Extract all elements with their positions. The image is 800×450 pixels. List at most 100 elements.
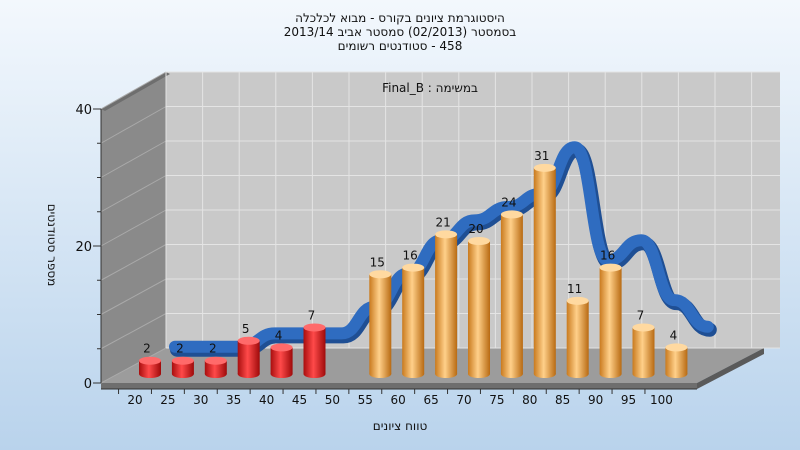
bar-value-label: 11	[567, 282, 582, 296]
bar-value-label: 20	[468, 222, 483, 236]
title-line-2: בסמסטר (02/2013) סמסטר אביב 2013/14	[284, 25, 516, 39]
bar-base	[237, 370, 260, 378]
y-axis: 0 20 40	[75, 103, 102, 392]
x-tick-label: 100	[650, 393, 673, 407]
bar-base	[533, 370, 556, 378]
bar-base	[139, 370, 161, 378]
x-tick-label: 65	[423, 393, 438, 407]
bar-body	[435, 234, 458, 374]
x-axis-label: טווח ציונים	[373, 419, 428, 433]
bar-value-label: 15	[370, 255, 385, 269]
bar-top	[171, 356, 194, 365]
side-wall-top-edge	[101, 72, 170, 111]
bar-body	[533, 167, 556, 374]
x-tick-label: 60	[391, 393, 406, 407]
chart-title: היסטוגרמת ציונים בקורס - מבוא לכלכלה בסמ…	[284, 11, 516, 53]
bar: 4	[665, 328, 688, 378]
x-tick-label: 30	[193, 393, 208, 407]
grid-side	[100, 244, 167, 281]
bar-body	[599, 267, 622, 374]
bar-top	[468, 237, 490, 245]
bar: 21	[435, 215, 458, 378]
bar-value-label: 24	[501, 195, 516, 209]
y-axis-label: מספר סטודנטים	[45, 204, 59, 287]
bar: 31	[533, 149, 556, 378]
bar-body	[237, 340, 260, 374]
bar-top	[566, 296, 589, 305]
bar-value-label: 7	[308, 308, 316, 322]
y-tick-label: 0	[84, 377, 92, 392]
bar-top	[369, 270, 392, 279]
chart-subtitle: במשימה : Final_B	[382, 81, 478, 95]
bar-base	[402, 370, 425, 378]
bar-value-label: 4	[670, 328, 678, 342]
x-tick-label: 95	[621, 393, 636, 407]
bar-base	[599, 370, 622, 378]
bar: 2	[204, 342, 227, 378]
bar-value-label: 16	[403, 249, 418, 263]
bar-top	[632, 323, 655, 332]
grid-side	[100, 313, 167, 350]
bar-value-label: 2	[143, 342, 151, 356]
bar-body	[303, 327, 326, 374]
bar-body	[500, 214, 523, 374]
bar-body	[665, 347, 688, 374]
bar-top	[665, 343, 688, 352]
bar-base	[665, 370, 688, 378]
bar: 15	[369, 255, 392, 378]
grid-side	[100, 175, 167, 213]
bar-top	[303, 323, 326, 332]
x-tick-label: 35	[226, 393, 241, 407]
x-tick-label: 50	[325, 393, 340, 407]
bar-value-label: 16	[600, 249, 615, 263]
x-tick-label: 40	[259, 393, 274, 407]
x-tick-label: 20	[127, 393, 142, 407]
bar-base	[468, 370, 490, 378]
bar-base	[303, 370, 326, 378]
floor	[101, 348, 764, 383]
floor-right-edge	[697, 348, 764, 389]
bar-top	[599, 263, 622, 272]
bars: 2 2 2 5 4 7 15 16 21 20 24 31 11 16 7 4	[139, 149, 688, 378]
grid-side	[100, 106, 167, 144]
bar-top	[500, 210, 523, 219]
bar-top	[204, 356, 227, 365]
grid-side	[100, 71, 167, 110]
bar: 20	[468, 222, 490, 378]
bar-value-label: 7	[637, 308, 645, 322]
x-axis: 20 25 30 35 40 45 50 55 60 65 70 75 80 85 90 95 100	[101, 388, 697, 407]
bar-value-label: 4	[275, 328, 283, 342]
bar-value-label: 31	[534, 149, 549, 163]
bar-body	[402, 267, 425, 374]
bar-base	[270, 370, 293, 378]
bar-value-label: 2	[209, 342, 217, 356]
bar-base	[435, 370, 458, 378]
bar-base	[171, 370, 194, 378]
bar: 2	[139, 342, 161, 378]
x-tick-label: 25	[160, 393, 175, 407]
x-tick-label: 90	[588, 393, 603, 407]
bar-top	[533, 163, 556, 172]
bar-top	[139, 356, 161, 365]
bar: 11	[566, 282, 589, 378]
y-tick-label: 40	[75, 103, 92, 118]
bar: 5	[237, 322, 260, 378]
bar-body	[468, 241, 490, 374]
x-tick-label: 70	[456, 393, 471, 407]
bar-base	[204, 370, 227, 378]
bar: 24	[500, 195, 523, 378]
bar: 2	[171, 342, 194, 378]
bar-body	[369, 274, 392, 374]
bar-value-label: 2	[176, 342, 184, 356]
bar-base	[500, 370, 523, 378]
bar-value-label: 5	[242, 322, 250, 336]
bar-base	[369, 370, 392, 378]
bar: 16	[402, 249, 425, 378]
bar-base	[632, 370, 655, 378]
bar-top	[435, 230, 458, 239]
grid-side	[100, 209, 167, 247]
floor-front-edge	[101, 383, 697, 389]
x-tick-label: 75	[489, 393, 504, 407]
bar-top	[270, 343, 293, 352]
